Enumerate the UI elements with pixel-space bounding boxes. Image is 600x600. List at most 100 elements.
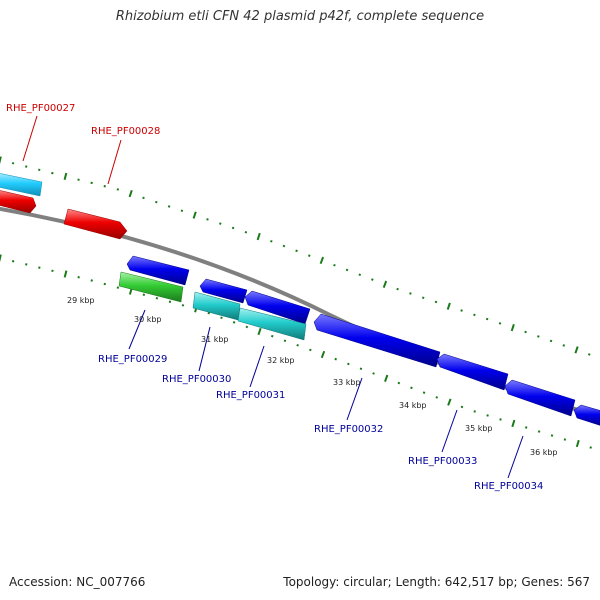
inner-minor-tick bbox=[296, 344, 299, 347]
callout-line-rhe-pf00031 bbox=[249, 345, 265, 388]
inner-minor-tick bbox=[270, 334, 274, 338]
outer-minor-tick bbox=[295, 249, 298, 253]
gene-label-rhe-pf00034[interactable]: RHE_PF00034 bbox=[474, 481, 543, 492]
scale-label-34-kbp: 34 kbp bbox=[399, 401, 427, 410]
scale-label-30-kbp: 30 kbp bbox=[134, 315, 162, 324]
outer-minor-tick bbox=[307, 254, 311, 257]
inner-minor-tick bbox=[372, 372, 375, 375]
gene-label-rhe-pf00032[interactable]: RHE_PF00032 bbox=[314, 424, 383, 435]
outer-minor-tick bbox=[51, 171, 54, 175]
outer-minor-tick bbox=[345, 268, 349, 272]
callout-line-rhe-pf00029 bbox=[128, 309, 146, 350]
inner-minor-tick bbox=[334, 357, 338, 361]
scale-label-36-kbp: 36 kbp bbox=[530, 448, 558, 457]
gene-arrow-rhe-pf00034[interactable] bbox=[504, 379, 576, 417]
gene-arrow-rhe-pf00029[interactable] bbox=[118, 271, 184, 303]
outer-minor-tick bbox=[219, 222, 222, 225]
gene-arrow-rhe-pf00031[interactable] bbox=[237, 307, 307, 341]
gene-arrow-reverse-blue-3[interactable] bbox=[244, 290, 311, 325]
inner-minor-tick bbox=[537, 430, 541, 433]
gene-arrow-reverse-blue-2[interactable] bbox=[199, 278, 248, 304]
inner-major-tick bbox=[511, 419, 516, 428]
outer-minor-tick bbox=[333, 263, 336, 267]
gene-arrow-rhe-pf00028[interactable] bbox=[63, 208, 128, 240]
outer-minor-tick bbox=[231, 226, 235, 230]
inner-minor-tick bbox=[116, 286, 120, 289]
gene-labels: RHE_PF00027 RHE_PF00028 RHE_PF00029 RHE_… bbox=[6, 103, 543, 492]
outer-minor-tick bbox=[409, 292, 412, 295]
outer-major-tick bbox=[256, 232, 261, 241]
inner-minor-tick bbox=[563, 438, 567, 441]
outer-minor-tick bbox=[396, 287, 399, 291]
inner-minor-tick bbox=[309, 348, 312, 352]
gene-arrow-rhe-pf00033[interactable] bbox=[436, 353, 509, 391]
inner-minor-tick bbox=[168, 300, 172, 304]
inner-minor-tick bbox=[410, 386, 413, 390]
gene-arrow-rhe-pf00027[interactable] bbox=[0, 173, 43, 197]
callout-line-rhe-pf00027 bbox=[22, 115, 38, 162]
gene-label-rhe-pf00029[interactable]: RHE_PF00029 bbox=[98, 354, 167, 365]
gene-label-rhe-pf00030[interactable]: RHE_PF00030 bbox=[162, 374, 231, 385]
inner-minor-tick bbox=[486, 414, 489, 417]
outer-minor-tick bbox=[434, 300, 438, 304]
gene-arrow-reverse-blue-1[interactable] bbox=[126, 255, 190, 286]
outer-minor-tick bbox=[244, 230, 248, 234]
inner-major-tick bbox=[0, 254, 2, 262]
inner-major-tick bbox=[384, 374, 389, 382]
inner-minor-tick bbox=[142, 293, 146, 296]
inner-minor-tick bbox=[155, 296, 159, 300]
gene-label-rhe-pf00033[interactable]: RHE_PF00033 bbox=[408, 456, 477, 467]
outer-major-tick bbox=[192, 211, 197, 219]
callout-line-rhe-pf00033 bbox=[441, 409, 458, 453]
topology-summary: Topology: circular; Length: 642,517 bp; … bbox=[283, 575, 590, 589]
gene-arrow-reverse-blue-edge[interactable] bbox=[573, 404, 600, 426]
reverse-tick-track bbox=[0, 254, 592, 449]
inner-minor-tick bbox=[460, 405, 464, 409]
outer-major-tick bbox=[574, 346, 579, 354]
inner-minor-tick bbox=[359, 367, 363, 371]
inner-minor-tick bbox=[473, 410, 476, 413]
scale-label-31-kbp: 31 kbp bbox=[201, 335, 229, 344]
inner-major-tick bbox=[257, 327, 262, 336]
inner-minor-tick bbox=[347, 362, 350, 366]
outer-minor-tick bbox=[473, 313, 476, 317]
outer-major-tick bbox=[446, 302, 451, 310]
accession-text: Accession: NC_007766 bbox=[9, 575, 146, 589]
callout-line-rhe-pf00032 bbox=[346, 377, 363, 421]
map-title: Rhizobium etli CFN 42 plasmid p42f, comp… bbox=[115, 9, 485, 24]
outer-minor-tick bbox=[421, 296, 425, 300]
scale-labels: 29 kbp 30 kbp 31 kbp 32 kbp 33 kbp 34 kb… bbox=[67, 296, 558, 457]
outer-minor-tick bbox=[358, 273, 362, 277]
outer-minor-tick bbox=[524, 330, 527, 334]
callout-line-rhe-pf00034 bbox=[507, 435, 524, 479]
outer-minor-tick bbox=[549, 339, 553, 343]
inner-minor-tick bbox=[232, 321, 236, 324]
inner-minor-tick bbox=[422, 391, 426, 394]
gene-label-rhe-pf00027[interactable]: RHE_PF00027 bbox=[6, 103, 75, 114]
outer-minor-tick bbox=[38, 168, 41, 172]
outer-major-tick bbox=[382, 280, 388, 288]
inner-major-tick bbox=[447, 398, 452, 406]
inner-minor-tick bbox=[77, 276, 80, 279]
outer-minor-tick bbox=[371, 278, 374, 281]
outer-minor-tick bbox=[460, 309, 463, 312]
outer-minor-tick bbox=[90, 181, 93, 185]
inner-minor-tick bbox=[589, 446, 592, 449]
gene-arrow-forward-red-left[interactable] bbox=[0, 190, 37, 214]
gene-label-rhe-pf00031[interactable]: RHE_PF00031 bbox=[216, 390, 285, 401]
outer-minor-tick bbox=[180, 209, 184, 213]
inner-minor-tick bbox=[499, 418, 502, 421]
gene-arrow-rhe-pf00032[interactable] bbox=[313, 313, 441, 368]
outer-minor-tick bbox=[116, 188, 120, 191]
scale-label-33-kbp: 33 kbp bbox=[333, 378, 361, 387]
outer-major-tick bbox=[63, 172, 68, 181]
outer-major-tick bbox=[0, 156, 2, 164]
scale-label-32-kbp: 32 kbp bbox=[267, 356, 295, 365]
inner-minor-tick bbox=[245, 325, 249, 329]
outer-major-tick bbox=[128, 189, 133, 198]
outer-minor-tick bbox=[485, 317, 489, 321]
inner-minor-tick bbox=[220, 316, 223, 320]
gene-features bbox=[0, 173, 600, 426]
gene-label-rhe-pf00028[interactable]: RHE_PF00028 bbox=[91, 126, 160, 137]
